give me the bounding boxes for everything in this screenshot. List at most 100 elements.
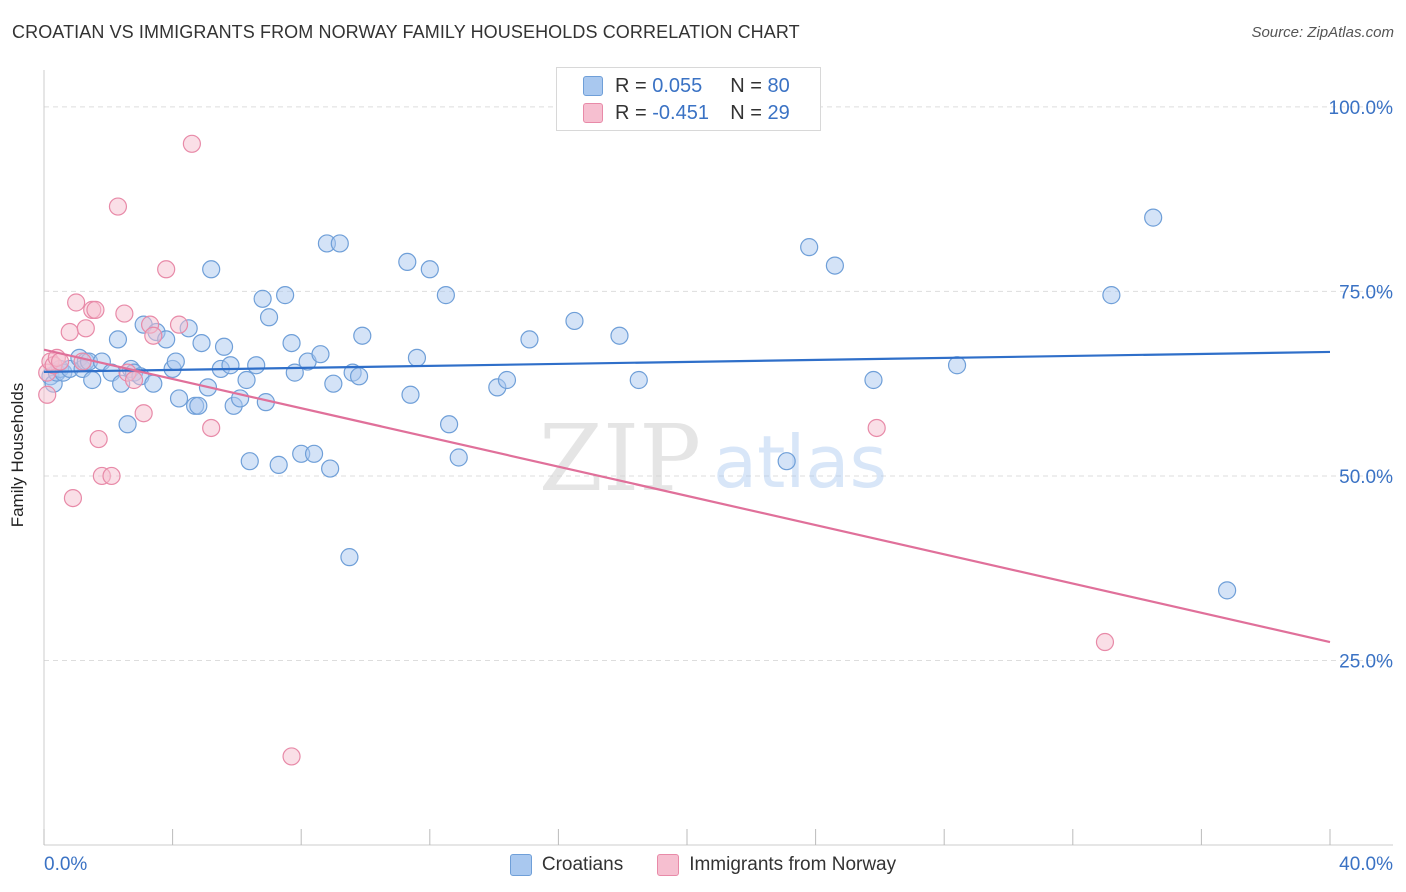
norway-point: [169, 315, 189, 334]
croatians-point: [436, 286, 455, 305]
series-legend: Croatians Immigrants from Norway: [0, 852, 1406, 878]
r-value: 0.055: [652, 74, 703, 97]
croatians-point: [420, 260, 439, 279]
croatians-point: [202, 260, 221, 279]
axes: [43, 70, 1393, 846]
y-tick-labels: 100.0% 75.0% 50.0% 25.0%: [1329, 98, 1394, 673]
croatians-point: [240, 452, 259, 471]
croatians-point: [825, 256, 844, 275]
croatians-point: [1144, 208, 1163, 227]
norway-point: [144, 326, 163, 345]
norway-point: [76, 319, 95, 338]
stats-row-croatians: R = 0.055 N = 80: [583, 73, 790, 99]
n-value: 29: [767, 101, 790, 124]
croatians-point: [144, 374, 163, 393]
norway-point: [67, 293, 86, 312]
croatians-legend-swatch: [509, 854, 532, 876]
legend-label-norway: Immigrants from Norway: [689, 854, 897, 875]
croatians-point: [221, 356, 240, 375]
norway-point: [89, 429, 108, 449]
legend-label-croatians: Croatians: [541, 854, 624, 875]
watermark: ZIP atlas: [539, 405, 887, 512]
croatians-point: [269, 455, 288, 474]
n-value: 80: [767, 74, 790, 97]
norway-point: [124, 370, 144, 390]
croatians-point: [1102, 286, 1121, 305]
watermark-zip: ZIP: [539, 405, 701, 512]
norway-trend-line: [43, 348, 1331, 644]
norway-point: [73, 352, 92, 371]
norway-point: [182, 134, 201, 153]
croatians-point: [629, 370, 648, 390]
r-label: R =: [615, 74, 647, 97]
n-label: N =: [730, 101, 762, 124]
norway-point: [115, 304, 134, 323]
y-tick-label: 75.0%: [1339, 282, 1393, 303]
croatians-point: [947, 356, 967, 375]
norway-point: [63, 488, 83, 508]
croatians-point: [407, 348, 427, 367]
croatians-point: [349, 367, 369, 386]
croatians-swatch: [583, 76, 603, 96]
legend-item-croatians[interactable]: Croatians: [509, 854, 624, 876]
croatians-point: [800, 238, 819, 257]
chart-title: CROATIAN VS IMMIGRANTS FROM NORWAY FAMIL…: [12, 22, 800, 42]
r-value: -0.451: [652, 101, 709, 124]
norway-swatch: [583, 103, 603, 123]
croatians-point: [777, 452, 796, 471]
croatians-point: [166, 352, 185, 371]
croatians-point: [497, 370, 517, 390]
n-label: N =: [730, 74, 762, 97]
croatians-point: [520, 330, 539, 349]
croatians-point: [324, 374, 343, 393]
norway-point: [282, 747, 301, 766]
croatians-points: [41, 208, 1237, 600]
croatians-point: [237, 370, 256, 390]
norway-point: [1095, 632, 1115, 652]
croatians-point: [401, 385, 420, 404]
croatians-point: [276, 286, 295, 305]
croatians-point: [169, 389, 189, 408]
croatians-point: [247, 356, 266, 375]
y-tick-label: 25.0%: [1339, 651, 1393, 672]
croatians-point: [192, 333, 211, 353]
croatians-point: [118, 415, 137, 434]
croatians-point: [189, 396, 208, 415]
norway-point: [38, 385, 57, 404]
croatians-point: [282, 333, 301, 353]
y-tick-label: 50.0%: [1339, 467, 1393, 488]
croatians-point: [214, 337, 234, 356]
norway-point: [134, 404, 153, 423]
source-label: Source: ZipAtlas.com: [1251, 24, 1394, 41]
croatians-point: [108, 330, 128, 349]
croatians-point: [449, 448, 468, 467]
trend-lines: [43, 348, 1331, 644]
stats-row-norway: R = -0.451 N = 29: [583, 100, 790, 126]
y-tick-label: 100.0%: [1329, 98, 1394, 119]
croatians-trend-line: [43, 350, 1331, 373]
norway-point: [867, 418, 886, 438]
croatians-point: [610, 326, 629, 345]
x-tick-label-min: 0.0%: [44, 854, 87, 875]
r-label: R =: [615, 101, 647, 124]
norway-point: [86, 300, 105, 319]
croatians-point: [253, 289, 272, 308]
croatians-point: [259, 308, 279, 327]
x-tick-labels: 0.0% 40.0%: [44, 854, 1393, 875]
watermark-atlas: atlas: [713, 420, 887, 504]
legend-item-norway[interactable]: Immigrants from Norway: [657, 854, 896, 876]
croatians-point: [340, 548, 359, 567]
croatians-point: [353, 326, 372, 345]
croatians-point: [311, 345, 330, 364]
croatians-point: [565, 311, 584, 331]
norway-point: [60, 322, 79, 342]
croatians-point: [330, 234, 349, 253]
norway-point: [102, 466, 121, 486]
norway-points: [38, 134, 1115, 766]
croatians-point: [398, 252, 417, 272]
croatians-point: [321, 459, 340, 478]
x-tick-label-max: 40.0%: [1339, 854, 1393, 875]
croatians-point: [304, 444, 324, 463]
norway-point: [157, 260, 176, 279]
